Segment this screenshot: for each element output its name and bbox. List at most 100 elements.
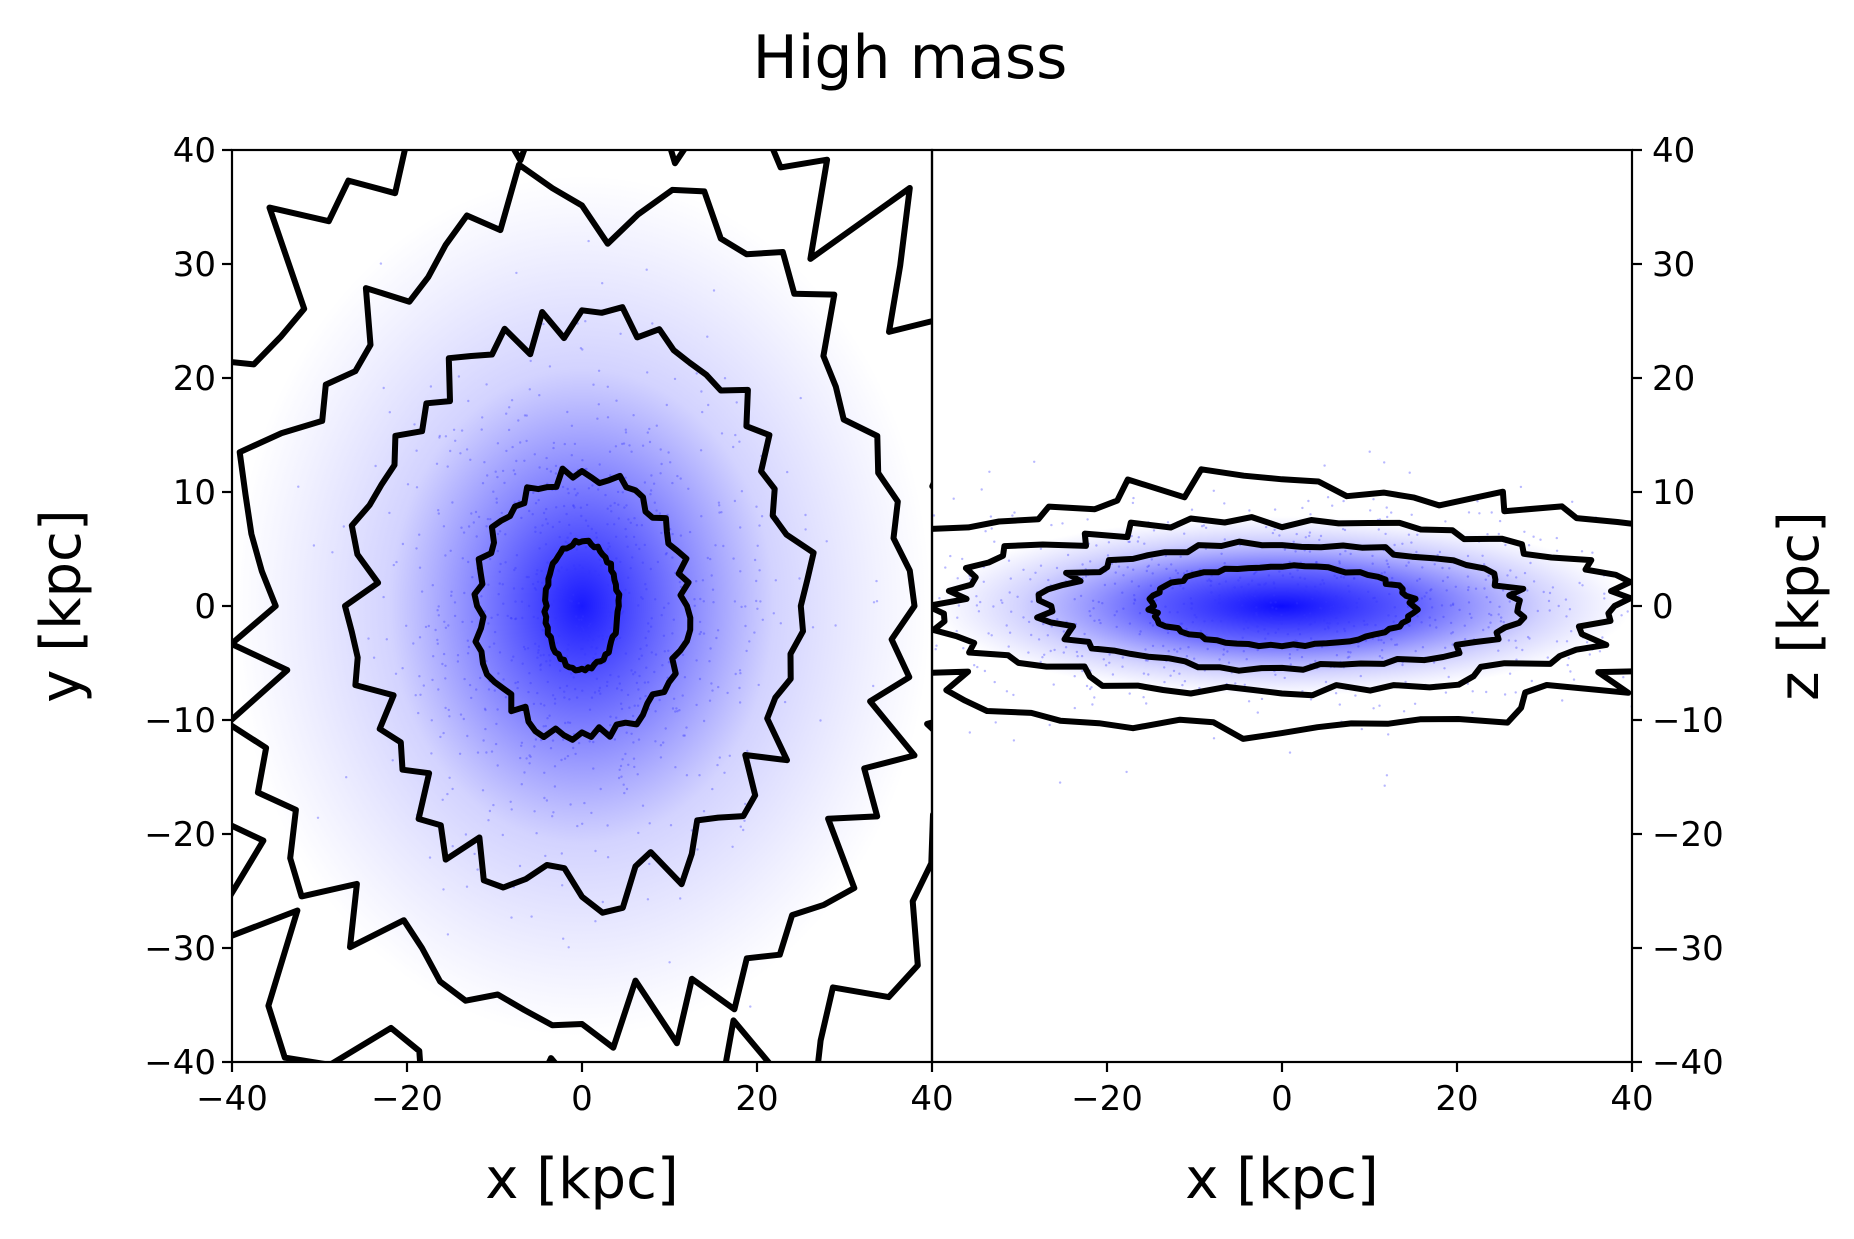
particle [671, 707, 675, 710]
particle [461, 620, 464, 624]
particle [1731, 632, 1733, 634]
particle [1375, 600, 1378, 603]
particle [1458, 608, 1461, 612]
particle [1007, 559, 1011, 562]
particle [595, 531, 598, 535]
particle [650, 651, 653, 654]
particle [1568, 608, 1572, 611]
particle [732, 445, 735, 449]
particle [739, 825, 742, 828]
particle [1497, 649, 1500, 652]
particle [658, 698, 661, 702]
particle [1098, 618, 1101, 622]
particle [1185, 569, 1189, 573]
particle [1150, 558, 1154, 561]
particle [576, 824, 579, 828]
particle [1514, 639, 1517, 642]
particle [1645, 537, 1647, 539]
particle [480, 595, 483, 598]
particle [472, 521, 475, 524]
particle [1529, 561, 1532, 565]
particle [1289, 572, 1292, 575]
particle [1555, 640, 1559, 643]
particle [509, 616, 513, 620]
particle [1539, 538, 1542, 541]
particle [435, 462, 439, 465]
particle [613, 501, 616, 505]
particle [804, 513, 807, 517]
particle [656, 560, 660, 564]
particle [643, 681, 647, 684]
particle [604, 493, 607, 497]
particle [1066, 553, 1070, 557]
particle [672, 618, 675, 621]
particle [609, 611, 613, 614]
particle [1209, 584, 1213, 587]
particle [1515, 576, 1518, 579]
particle [566, 410, 569, 414]
particle [469, 458, 472, 461]
y-tick-label: −40 [144, 1043, 216, 1083]
particle [1420, 597, 1424, 600]
particle [1168, 611, 1171, 614]
particle [606, 523, 609, 526]
particle [1227, 661, 1231, 664]
particle [1326, 496, 1330, 499]
particle [710, 574, 713, 577]
particle [536, 656, 539, 659]
particle [1218, 597, 1221, 601]
particle [1503, 693, 1507, 696]
particle [1121, 591, 1124, 594]
particle [1139, 630, 1142, 633]
particle [733, 499, 737, 503]
particle [1323, 619, 1326, 622]
particle [726, 691, 729, 695]
particle [412, 642, 415, 645]
particle [548, 664, 552, 667]
particle [476, 868, 479, 871]
particle [1088, 687, 1092, 691]
particle [1050, 523, 1053, 527]
particle [1499, 620, 1503, 623]
particle [1388, 592, 1391, 596]
particle [1369, 509, 1372, 512]
particle [1113, 614, 1116, 617]
particle [388, 411, 391, 414]
particle [1048, 723, 1051, 727]
particle [687, 487, 690, 490]
particle [707, 403, 710, 407]
x-tick-label: −20 [371, 1079, 443, 1119]
particle [668, 961, 671, 964]
particle [553, 765, 557, 768]
particle [1581, 584, 1584, 587]
particle [1449, 621, 1453, 625]
particle [621, 758, 624, 761]
particle [1501, 589, 1505, 592]
particle [1724, 484, 1726, 486]
y-tick-label: −40 [1652, 1043, 1724, 1083]
particle [1438, 550, 1442, 554]
particle [1527, 544, 1531, 547]
particle [1093, 696, 1096, 699]
particle [1271, 606, 1274, 609]
particle [1708, 460, 1710, 462]
particle [415, 547, 418, 550]
particle [1319, 583, 1322, 586]
particle [609, 715, 612, 718]
particle [1191, 621, 1195, 624]
particle [608, 545, 611, 548]
particle [523, 414, 527, 417]
particle [1526, 635, 1530, 639]
particle [1406, 605, 1410, 608]
particle [1163, 666, 1166, 669]
particle [1490, 511, 1493, 514]
particle [513, 472, 517, 476]
particle [753, 558, 757, 562]
density-glow [232, 175, 932, 1037]
particle [1241, 636, 1244, 639]
particle [606, 547, 609, 551]
particle [1182, 602, 1186, 606]
particle [1193, 613, 1197, 617]
particle [580, 514, 583, 518]
particle [463, 677, 466, 681]
